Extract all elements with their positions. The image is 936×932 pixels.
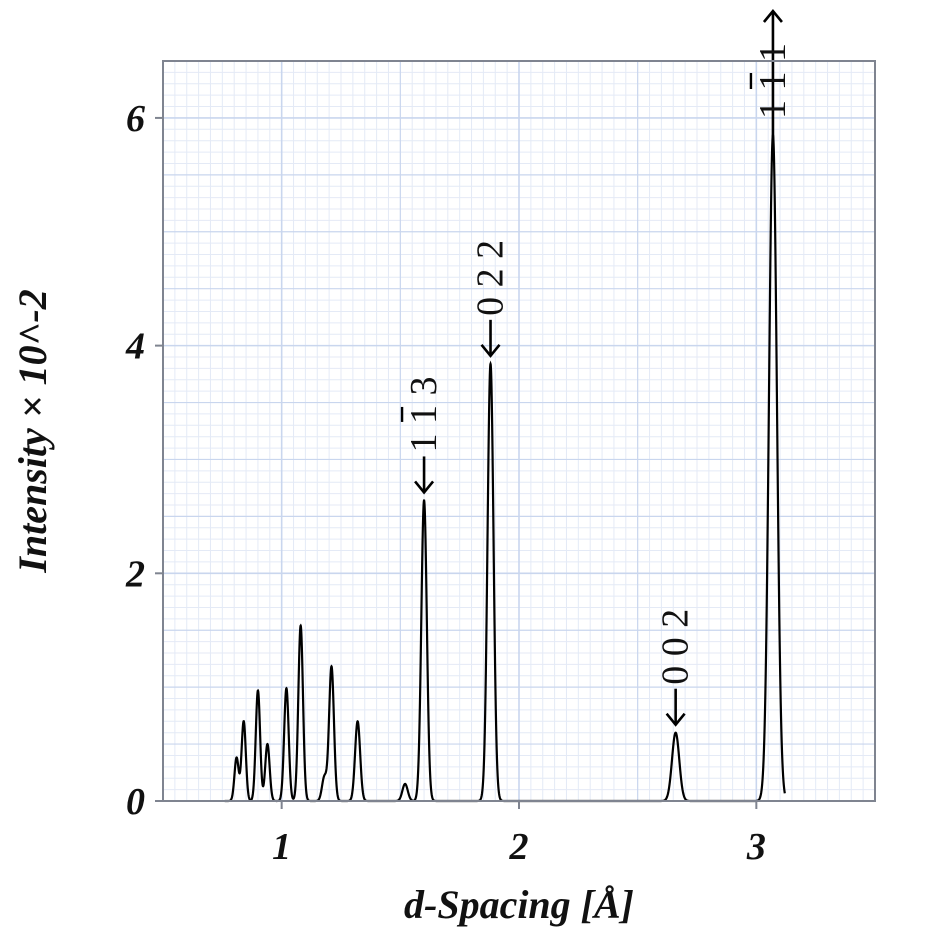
x-tick-label: 1 — [272, 826, 291, 868]
y-axis-title: Intensity × 10^-2 — [10, 289, 55, 573]
x-tick-label: 2 — [509, 826, 529, 868]
peak-point — [329, 664, 335, 670]
x-axis-ticks: 1 2 3 — [272, 801, 766, 868]
peak-point — [488, 361, 494, 367]
peak-point — [402, 781, 408, 787]
y-tick-label: 0 — [126, 781, 145, 823]
peak-point — [673, 730, 679, 736]
annotation-arrow-head — [665, 712, 686, 727]
peak-point — [298, 623, 304, 629]
peak-point — [355, 718, 361, 724]
peak-label: 0 2 2 — [470, 240, 512, 316]
x-axis-title: d-Spacing [Å] — [404, 882, 634, 927]
y-tick-label: 2 — [125, 553, 145, 595]
peak-point — [321, 774, 327, 780]
peak-point — [283, 685, 289, 691]
peak-annotation: 1 1 1 — [749, 8, 794, 141]
peak-annotation: 0 2 2 — [470, 240, 512, 358]
peak-point — [421, 497, 427, 503]
peak-label: 1 1 3 — [403, 376, 445, 452]
x-tick-label: 3 — [746, 826, 766, 868]
peak-annotation: 1 1 3 — [400, 376, 445, 495]
y-tick-label: 6 — [126, 98, 145, 140]
peak-point — [241, 718, 247, 724]
peak-point — [234, 755, 240, 761]
annotation-arrow-head — [414, 480, 435, 495]
y-tick-label: 4 — [125, 326, 145, 368]
annotation-arrow-head — [480, 344, 501, 358]
peak-point — [255, 688, 261, 694]
y-axis-ticks: 0 2 4 6 — [125, 98, 163, 823]
peak-annotations: 1 1 3 0 2 2 0 0 2 1 1 1 — [400, 8, 794, 727]
peak-label: 1 1 1 — [752, 43, 794, 119]
annotation-arrow-head — [762, 8, 783, 23]
peak-point — [264, 741, 270, 747]
peak-annotation: 0 0 2 — [655, 609, 697, 727]
peak-label: 0 0 2 — [655, 609, 697, 685]
